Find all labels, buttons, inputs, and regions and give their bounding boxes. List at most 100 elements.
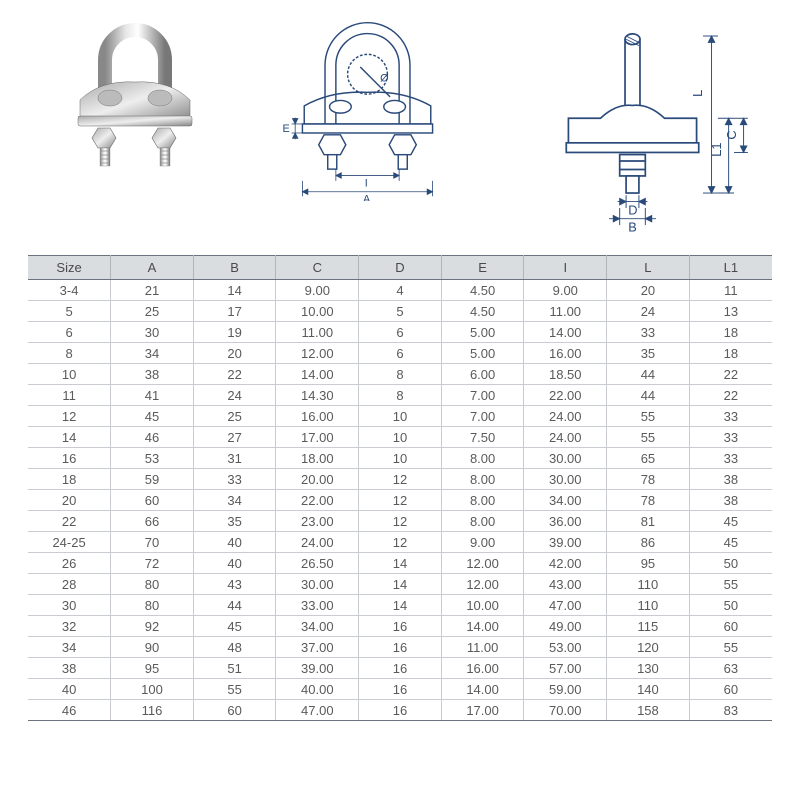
table-cell: 60: [689, 679, 772, 700]
table-cell: 33: [607, 322, 690, 343]
table-cell: 60: [111, 490, 194, 511]
table-cell: 20.00: [276, 469, 359, 490]
table-cell: 10.00: [441, 595, 524, 616]
table-cell: 25: [111, 301, 194, 322]
spec-table: SizeABCDEILL1 3-421149.0044.509.00201152…: [28, 255, 772, 721]
table-cell: 30.00: [276, 574, 359, 595]
table-cell: 86: [607, 532, 690, 553]
table-cell: 16: [359, 616, 442, 637]
table-cell: 34: [193, 490, 276, 511]
table-cell: 6: [28, 322, 111, 343]
table-cell: 16: [359, 637, 442, 658]
table-cell: 70: [111, 532, 194, 553]
table-cell: 18.50: [524, 364, 607, 385]
table-cell: 33: [193, 469, 276, 490]
l1-label: L1: [709, 142, 724, 156]
table-cell: 24.00: [276, 532, 359, 553]
table-cell: 12.00: [276, 343, 359, 364]
table-cell: 19: [193, 322, 276, 343]
table-cell: 22: [193, 364, 276, 385]
table-cell: 46: [28, 700, 111, 721]
table-cell: 12: [359, 532, 442, 553]
table-cell: 39.00: [524, 532, 607, 553]
table-cell: 92: [111, 616, 194, 637]
col-c: C: [276, 256, 359, 280]
table-row: 16533118.00108.0030.006533: [28, 448, 772, 469]
table-cell: 30: [111, 322, 194, 343]
table-cell: 16: [359, 700, 442, 721]
table-cell: 57.00: [524, 658, 607, 679]
front-technical-drawing: Ø E I A: [250, 20, 485, 201]
table-row: 6301911.0065.0014.003318: [28, 322, 772, 343]
table-row: 28804330.001412.0043.0011055: [28, 574, 772, 595]
table-cell: 80: [111, 574, 194, 595]
table-cell: 53.00: [524, 637, 607, 658]
table-cell: 22: [689, 385, 772, 406]
table-cell: 34.00: [524, 490, 607, 511]
col-size: Size: [28, 256, 111, 280]
table-cell: 33.00: [276, 595, 359, 616]
diagram-area: Ø E I A: [50, 20, 750, 220]
table-cell: 50: [689, 553, 772, 574]
table-cell: 40: [193, 553, 276, 574]
table-cell: 60: [193, 700, 276, 721]
table-cell: 8.00: [441, 448, 524, 469]
table-cell: 4.50: [441, 280, 524, 301]
table-cell: 45: [193, 616, 276, 637]
table-cell: 12: [359, 490, 442, 511]
table-cell: 24-25: [28, 532, 111, 553]
table-cell: 14: [359, 574, 442, 595]
table-cell: 16: [359, 658, 442, 679]
table-body: 3-421149.0044.509.0020115251710.0054.501…: [28, 280, 772, 721]
l-label: L: [690, 90, 705, 97]
table-cell: 66: [111, 511, 194, 532]
table-row: 14462717.00107.5024.005533: [28, 427, 772, 448]
table-cell: 11: [28, 385, 111, 406]
table-cell: 9.00: [441, 532, 524, 553]
table-cell: 25: [193, 406, 276, 427]
table-cell: 6: [359, 343, 442, 364]
table-cell: 24: [607, 301, 690, 322]
table-cell: 7.50: [441, 427, 524, 448]
table-cell: 38: [689, 490, 772, 511]
table-cell: 17: [193, 301, 276, 322]
table-cell: 115: [607, 616, 690, 637]
table-cell: 7.00: [441, 406, 524, 427]
table-cell: 45: [111, 406, 194, 427]
table-cell: 41: [111, 385, 194, 406]
table-cell: 5.00: [441, 343, 524, 364]
product-photo: [50, 20, 220, 180]
col-l1: L1: [689, 256, 772, 280]
table-cell: 6: [359, 322, 442, 343]
table-cell: 55: [193, 679, 276, 700]
table-cell: 95: [111, 658, 194, 679]
table-cell: 30.00: [524, 448, 607, 469]
table-cell: 14: [193, 280, 276, 301]
table-cell: 4.50: [441, 301, 524, 322]
table-row: 34904837.001611.0053.0012055: [28, 637, 772, 658]
table-cell: 3-4: [28, 280, 111, 301]
table-cell: 26: [28, 553, 111, 574]
table-cell: 11.00: [524, 301, 607, 322]
table-row: 32924534.001614.0049.0011560: [28, 616, 772, 637]
table-cell: 12: [28, 406, 111, 427]
a-label: A: [363, 194, 371, 201]
table-cell: 12.00: [441, 553, 524, 574]
table-cell: 80: [111, 595, 194, 616]
table-cell: 17.00: [276, 427, 359, 448]
table-cell: 11.00: [441, 637, 524, 658]
table-cell: 81: [607, 511, 690, 532]
table-cell: 24.00: [524, 427, 607, 448]
table-cell: 116: [111, 700, 194, 721]
table-cell: 5: [359, 301, 442, 322]
table-cell: 83: [689, 700, 772, 721]
table-cell: 17.00: [441, 700, 524, 721]
table-cell: 60: [689, 616, 772, 637]
table-cell: 33: [689, 427, 772, 448]
table-cell: 55: [689, 574, 772, 595]
table-cell: 14.00: [524, 322, 607, 343]
table-cell: 26.50: [276, 553, 359, 574]
table-cell: 55: [607, 427, 690, 448]
table-row: 5251710.0054.5011.002413: [28, 301, 772, 322]
table-row: 24-25704024.00129.0039.008645: [28, 532, 772, 553]
